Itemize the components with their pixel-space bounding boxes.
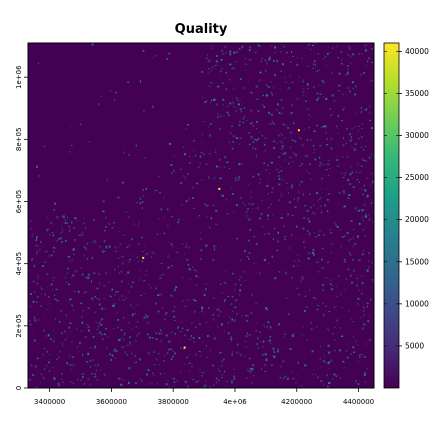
legend-tick-label: 40000 xyxy=(405,47,429,56)
x-tick-label: 4200000 xyxy=(281,398,312,406)
y-tick-label: 0 xyxy=(15,386,23,390)
y-tick-label: 2e+05 xyxy=(15,314,23,338)
legend-tick-label: 20000 xyxy=(405,215,429,224)
y-tick-label: 1e+06 xyxy=(15,65,23,89)
raster-speckles xyxy=(28,43,374,388)
map-title: Quality xyxy=(174,22,228,37)
legend-tick-label: 15000 xyxy=(405,257,429,266)
y-tick-label: 4e+05 xyxy=(15,252,23,276)
x-tick-label: 4e+06 xyxy=(223,398,247,406)
legend-tick-label: 30000 xyxy=(405,131,429,140)
x-tick-label: 4400000 xyxy=(343,398,374,406)
legend-tick-label: 35000 xyxy=(405,89,429,98)
y-tick-label: 6e+05 xyxy=(15,190,23,214)
x-tick-label: 3800000 xyxy=(158,398,189,406)
plot-frame xyxy=(27,42,375,389)
legend-tick-label: 10000 xyxy=(405,299,429,308)
legend-colorbar xyxy=(383,42,400,389)
y-tick-label: 8e+05 xyxy=(15,128,23,152)
x-tick-label: 3600000 xyxy=(96,398,127,406)
legend-tick-label: 5000 xyxy=(405,341,424,350)
x-tick-label: 3400000 xyxy=(34,398,65,406)
legend-tick-label: 25000 xyxy=(405,173,429,182)
legend-ticks: 5000 10000 15000 20000 25000 30000 35000 40000 xyxy=(384,47,429,350)
y-axis: 0 2e+05 4e+05 6e+05 8e+05 1e+06 xyxy=(15,65,28,390)
color-legend: 5000 10000 15000 20000 25000 30000 35000 40000 xyxy=(383,42,429,389)
raster-background xyxy=(28,43,374,388)
x-axis: 3400000 3600000 3800000 4e+06 4200000 4400000 xyxy=(34,388,374,406)
raster-layer xyxy=(28,43,374,388)
